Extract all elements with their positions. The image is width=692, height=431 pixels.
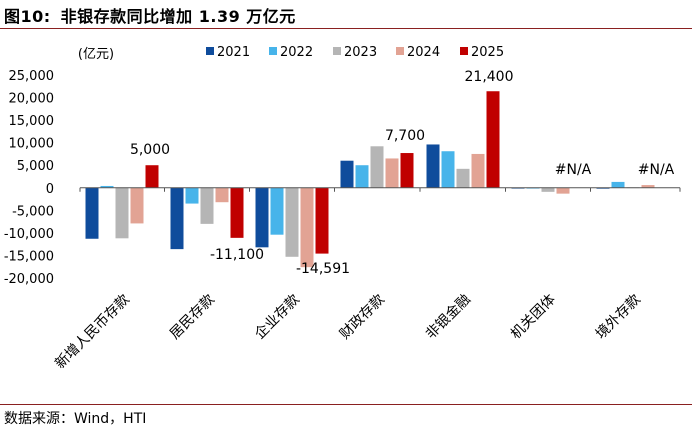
bar-xinzeng-rmb-2024 — [130, 187, 144, 224]
y-tick-label: -5,000 — [12, 204, 54, 219]
bar-qiye-2022 — [270, 187, 284, 235]
bar-jiguan-2023 — [541, 187, 555, 192]
bar-xinzeng-rmb-2023 — [115, 187, 129, 239]
data-label-jumin: -11,100 — [210, 247, 264, 263]
legend-swatch-2023 — [333, 47, 341, 55]
data-label-feiyin: 21,400 — [465, 69, 514, 85]
bar-qiye-2021 — [255, 187, 269, 248]
y-tick-label: -15,000 — [4, 249, 54, 264]
legend-label-2024: 2024 — [407, 45, 440, 60]
x-tick-label-xinzeng-rmb: 新增人民币存款 — [52, 292, 133, 373]
bar-qiye-2024 — [300, 187, 314, 268]
data-label-jiguan: #N/A — [555, 162, 592, 178]
figure-title-text: 非银存款同比增加 1.39 万亿元 — [60, 7, 296, 26]
x-tick-label-jumin: 居民存款 — [167, 292, 218, 343]
bar-xinzeng-rmb-2025 — [145, 165, 159, 188]
legend-swatch-2024 — [396, 47, 404, 55]
bar-caizheng-2021 — [340, 160, 354, 188]
figure-title: 图10: 非银存款同比增加 1.39 万亿元 — [4, 3, 296, 27]
bar-feiyin-2023 — [456, 168, 470, 188]
x-tick-label-jingwai: 境外存款 — [593, 292, 644, 343]
bar-feiyin-2024 — [471, 153, 485, 188]
x-tick-label-feiyin: 非银金融 — [423, 292, 474, 343]
bar-xinzeng-rmb-2021 — [85, 187, 99, 239]
legend-swatch-2025 — [460, 47, 468, 55]
bar-jiguan-2024 — [556, 187, 570, 194]
data-label-xinzeng-rmb: 5,000 — [130, 142, 170, 158]
bar-jumin-2025 — [230, 187, 244, 238]
y-tick-label: -20,000 — [4, 272, 54, 287]
data-label-qiye: -14,591 — [296, 261, 350, 277]
legend-swatch-2022 — [269, 47, 277, 55]
source-note: 数据来源：Wind，HTI — [4, 411, 147, 427]
bar-chart: (亿元) 25,000 20,000 15,000 10,000 5,000 0 -5,000… — [4, 45, 681, 373]
y-tick-label: -10,000 — [4, 227, 54, 242]
bar-feiyin-2025 — [486, 91, 500, 188]
y-axis-unit-label: (亿元) — [78, 47, 114, 62]
bar-jumin-2023 — [200, 187, 214, 224]
bar-qiye-2025 — [315, 187, 329, 254]
bar-jumin-2024 — [215, 187, 229, 203]
data-label-jingwai: #N/A — [638, 162, 675, 178]
bar-qiye-2023 — [285, 187, 299, 257]
legend-label-2025: 2025 — [471, 45, 504, 60]
figure-label: 图10: — [4, 7, 51, 26]
y-tick-label: 20,000 — [9, 92, 55, 107]
bar-jingwai-2024 — [641, 185, 655, 188]
y-tick-label: 0 — [46, 182, 54, 197]
bar-feiyin-2021 — [426, 144, 440, 188]
x-tick-label-caizheng: 财政存款 — [337, 292, 388, 343]
bar-jingwai-2022 — [611, 181, 625, 188]
x-tick-label-qiye: 企业存款 — [251, 291, 303, 343]
y-tick-label: 5,000 — [17, 159, 54, 174]
y-tick-label: 10,000 — [9, 137, 55, 152]
legend-label-2021: 2021 — [217, 45, 250, 60]
top-rule — [0, 28, 692, 29]
legend-label-2023: 2023 — [344, 45, 377, 60]
bar-jumin-2021 — [170, 187, 184, 250]
data-label-caizheng: 7,700 — [385, 128, 425, 144]
y-tick-label: 15,000 — [9, 114, 55, 129]
y-tick-label: 25,000 — [9, 69, 55, 84]
bar-xinzeng-rmb-2022 — [100, 185, 114, 188]
legend-label-2022: 2022 — [280, 45, 313, 60]
bar-caizheng-2025 — [400, 153, 414, 188]
bottom-rule — [0, 404, 692, 405]
bar-caizheng-2022 — [355, 165, 369, 188]
x-tick-label-jiguan: 机关团体 — [508, 292, 559, 343]
bar-caizheng-2024 — [385, 158, 399, 188]
bar-caizheng-2023 — [370, 146, 384, 188]
bar-feiyin-2022 — [441, 151, 455, 188]
bar-jumin-2022 — [185, 187, 199, 204]
legend-swatch-2021 — [206, 47, 214, 55]
